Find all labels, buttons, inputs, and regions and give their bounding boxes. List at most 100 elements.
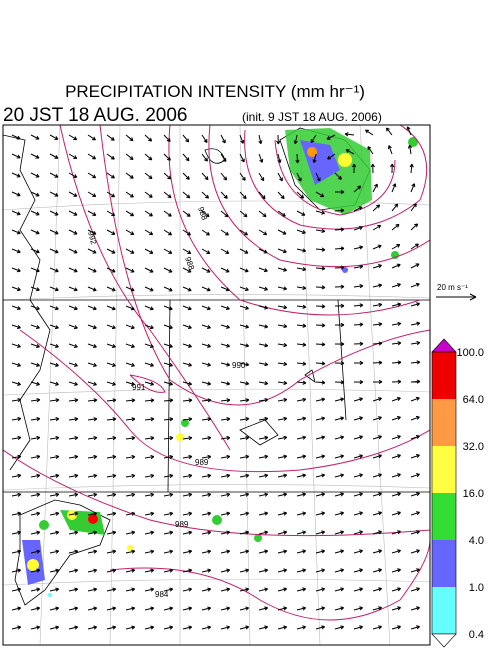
wind-arrow: [30, 568, 41, 573]
wind-arrow: [334, 208, 345, 213]
wind-arrow: [30, 473, 41, 478]
wind-arrow: [163, 568, 174, 573]
wind-arrow: [106, 286, 116, 292]
wind-arrow: [163, 191, 172, 199]
wind-arrow: [106, 153, 115, 160]
wind-arrow: [296, 172, 302, 182]
wind-arrow: [49, 229, 59, 235]
wind-arrow: [106, 606, 117, 611]
contour-label: 984: [155, 590, 169, 599]
wind-arrow: [296, 549, 307, 554]
wind-arrow: [239, 568, 250, 573]
wind-arrow: [296, 625, 307, 630]
wind-arrow: [11, 587, 22, 592]
wind-arrow: [201, 625, 212, 630]
wind-arrow: [163, 606, 174, 611]
wind-arrow: [372, 416, 382, 421]
wind-arrow: [49, 248, 59, 254]
wind-arrow: [106, 324, 116, 330]
wind-arrow: [87, 454, 98, 460]
wind-arrow: [201, 511, 212, 516]
wind-arrow: [353, 206, 363, 212]
wind-arrow: [372, 587, 383, 592]
wind-arrow: [258, 362, 269, 367]
wind-arrow: [353, 530, 364, 535]
wind-arrow: [68, 381, 78, 386]
wind-arrow: [11, 492, 22, 497]
wind-arrow: [49, 454, 60, 460]
wind-arrow: [163, 286, 173, 292]
wind-arrow: [125, 549, 136, 554]
wind-arrow: [220, 210, 229, 218]
wind-arrow: [144, 492, 155, 497]
wind-arrow: [372, 530, 382, 535]
wind-arrow: [239, 286, 249, 292]
wind-arrow: [312, 153, 317, 164]
colorbar-label: 64.0: [463, 394, 484, 406]
wind-arrow: [106, 210, 116, 217]
wind-arrow: [30, 134, 40, 140]
wind-arrow: [163, 172, 172, 180]
wind-arrow: [182, 492, 193, 497]
wind-arrow: [87, 417, 98, 422]
wind-arrow: [68, 343, 78, 349]
wind-arrow: [277, 361, 288, 367]
wind-arrow: [277, 473, 288, 478]
wind-arrow: [372, 283, 383, 288]
wind-arrow: [410, 321, 421, 326]
wind-arrow: [11, 530, 22, 535]
wind-arrow: [163, 625, 174, 630]
wind-arrow: [258, 435, 269, 440]
wind-arrow: [144, 191, 153, 198]
wind-arrow: [296, 361, 307, 366]
wind-arrow: [49, 492, 60, 497]
wind-arrow: [410, 549, 420, 554]
wind-arrow: [391, 568, 401, 573]
wind-arrow: [68, 473, 79, 478]
wind-arrow: [296, 267, 307, 272]
wind-arrow: [144, 305, 154, 311]
wind-arrow: [372, 341, 383, 346]
wind-arrow: [410, 183, 416, 193]
wind-arrow: [125, 511, 136, 516]
wind-arrow: [410, 340, 421, 346]
wind-arrow: [391, 530, 401, 535]
wind-arrow: [391, 625, 402, 630]
wind-arrow: [334, 587, 345, 592]
wind-arrow: [315, 473, 326, 478]
wind-arrow: [372, 397, 382, 402]
wind-arrow: [296, 248, 307, 253]
wind-arrow: [334, 303, 345, 308]
wind-arrow: [144, 210, 153, 217]
wind-arrow: [277, 492, 288, 497]
wind-arrow: [87, 229, 97, 235]
wind-arrow: [125, 436, 136, 441]
wind-arrow: [49, 530, 60, 535]
wind-arrow: [239, 153, 245, 163]
wind-arrow: [125, 417, 136, 422]
wind-arrow: [182, 172, 190, 180]
wind-arrow: [163, 417, 174, 422]
wind-arrow: [220, 417, 231, 422]
contour-label: 989: [195, 458, 209, 467]
wind-arrow: [258, 343, 269, 348]
wind-arrow: [293, 134, 298, 145]
wind-arrow: [87, 305, 97, 311]
wind-arrow: [372, 606, 383, 611]
wind-arrow: [125, 172, 134, 179]
wind-arrow: [201, 362, 212, 367]
wind-arrow: [220, 454, 231, 459]
wind-arrow: [258, 492, 269, 497]
wind-arrow: [182, 587, 193, 592]
wind-arrow: [296, 492, 307, 497]
wind-arrow: [277, 210, 286, 217]
wind-arrow: [410, 302, 420, 307]
wind-arrow: [296, 210, 306, 216]
wind-arrow: [30, 210, 40, 216]
wind-arrow: [11, 511, 22, 516]
wind-arrow: [87, 473, 98, 478]
wind-arrow: [30, 248, 40, 254]
wind-arrow: [125, 473, 136, 479]
wind-arrow: [182, 568, 193, 573]
